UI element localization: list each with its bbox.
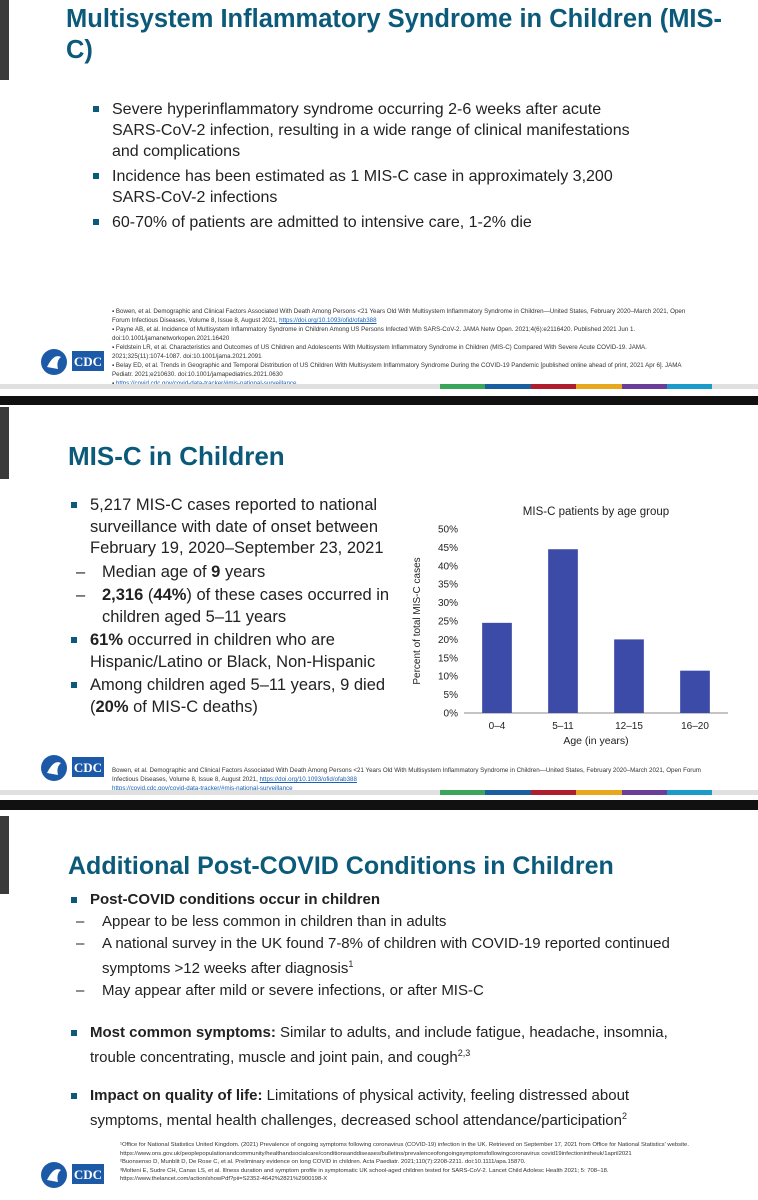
sub-bullet-item: Median age of 9 years bbox=[68, 562, 408, 584]
reference-item: ▪ Payne AB, et al. Incidence of Multisys… bbox=[112, 325, 636, 342]
reference-item: ▪ Feldstein LR, et al. Characteristics a… bbox=[112, 343, 647, 360]
references: Bowen, et al. Demographic and Clinical F… bbox=[112, 767, 702, 794]
bar-4 bbox=[680, 670, 710, 713]
reference-link[interactable]: https://doi.org/10.1093/ofid/ofab388 bbox=[259, 775, 357, 783]
y-tick-label: 35% bbox=[438, 580, 458, 591]
color-strip-segment bbox=[621, 384, 667, 389]
y-tick-label: 45% bbox=[438, 543, 458, 554]
slide-3: Additional Post-COVID Conditions in Chil… bbox=[0, 810, 758, 1200]
slide-accent-bar bbox=[0, 0, 9, 80]
color-strip-segment bbox=[712, 790, 758, 795]
sub-bullet-item: 2,316 (44%) of these cases occurred in c… bbox=[68, 585, 408, 628]
y-tick-label: 0% bbox=[444, 709, 459, 720]
bullet-item: 60-70% of patients are admitted to inten… bbox=[90, 212, 650, 233]
color-strip bbox=[0, 384, 758, 389]
bar-3 bbox=[614, 639, 644, 713]
y-tick-label: 5% bbox=[444, 690, 459, 701]
y-tick-label: 30% bbox=[438, 598, 458, 609]
color-strip-segment bbox=[666, 790, 713, 795]
reference-item: ²Buonsenso D, Munblit D, De Rose C, et a… bbox=[120, 1159, 526, 1166]
slide-2: MIS-C in Children 5,217 MIS-C cases repo… bbox=[0, 405, 758, 800]
color-strip-segment bbox=[530, 790, 577, 795]
bullet-item: Impact on quality of life: Limitations o… bbox=[68, 1086, 688, 1131]
references: ¹Office for National Statistics United K… bbox=[120, 1141, 710, 1184]
svg-text:CDC: CDC bbox=[74, 354, 102, 369]
bullet-item: Most common symptoms: Similar to adults,… bbox=[68, 1023, 688, 1068]
slide-title: Multisystem Inflammatory Syndrome in Chi… bbox=[66, 5, 723, 64]
x-tick-label: 16–20 bbox=[681, 721, 709, 732]
color-strip-segment bbox=[530, 384, 577, 389]
reference-item: ▪ Bowen, et al. Demographic and Clinical… bbox=[112, 308, 686, 324]
x-tick-label: 12–15 bbox=[615, 721, 643, 732]
y-tick-label: 25% bbox=[438, 617, 458, 628]
slide-title: MIS-C in Children bbox=[68, 441, 285, 471]
reference-link[interactable]: https://covid.cdc.gov/covid-data-tracker… bbox=[112, 784, 293, 792]
reference-item: ▪ https://covid.cdc.gov/covid-data-track… bbox=[112, 380, 702, 389]
bullet-item: Severe hyperinflammatory syndrome occurr… bbox=[90, 99, 650, 162]
color-strip-segment bbox=[576, 790, 622, 795]
sub-bullet-item: A national survey in the UK found 7-8% o… bbox=[68, 934, 688, 979]
color-strip-segment bbox=[0, 790, 440, 795]
y-tick-label: 10% bbox=[438, 672, 458, 683]
reference-item: Bowen, et al. Demographic and Clinical F… bbox=[112, 767, 701, 783]
color-strip-segment bbox=[712, 384, 758, 389]
bullet-item: 61% occurred in children who are Hispani… bbox=[68, 630, 408, 673]
cdc-logo: CDC bbox=[41, 349, 104, 375]
y-tick-label: 20% bbox=[438, 635, 458, 646]
references: ▪ Bowen, et al. Demographic and Clinical… bbox=[112, 308, 702, 389]
sub-bullet-item: Appear to be less common in children tha… bbox=[68, 912, 688, 932]
bar-2 bbox=[548, 549, 578, 713]
sub-bullet-item: May appear after mild or severe infectio… bbox=[68, 981, 688, 1001]
bullet-item: Among children aged 5–11 years, 9 died (… bbox=[68, 675, 408, 718]
bullet-item: 5,217 MIS-C cases reported to national s… bbox=[68, 495, 408, 560]
bullet-list: Severe hyperinflammatory syndrome occurr… bbox=[90, 99, 650, 233]
reference-item: ▪ Belay ED, et al. Trends in Geographic … bbox=[112, 361, 682, 378]
color-strip-segment bbox=[621, 790, 667, 795]
svg-text:CDC: CDC bbox=[74, 760, 102, 775]
bullet-item: Incidence has been estimated as 1 MIS-C … bbox=[90, 166, 650, 208]
chart-title: MIS-C patients by age group bbox=[523, 506, 669, 518]
slide-accent-bar bbox=[0, 407, 9, 479]
slide-title: Additional Post-COVID Conditions in Chil… bbox=[68, 852, 614, 880]
color-strip-segment bbox=[439, 384, 486, 389]
y-tick-label: 50% bbox=[438, 525, 458, 536]
cdc-logo: CDC bbox=[41, 755, 104, 781]
content-list: Post-COVID conditions occur in children … bbox=[68, 890, 688, 1131]
x-axis-label: Age (in years) bbox=[563, 735, 628, 747]
color-strip-segment bbox=[576, 384, 622, 389]
x-tick-label: 0–4 bbox=[489, 721, 506, 732]
color-strip-segment bbox=[439, 790, 486, 795]
svg-text:CDC: CDC bbox=[74, 1167, 102, 1182]
color-strip bbox=[0, 790, 758, 795]
cdc-logo: CDC bbox=[41, 1162, 104, 1188]
content-list: 5,217 MIS-C cases reported to national s… bbox=[68, 495, 408, 718]
color-strip-segment bbox=[485, 384, 531, 389]
slide-1: Multisystem Inflammatory Syndrome in Chi… bbox=[0, 0, 758, 396]
slide-accent-bar bbox=[0, 816, 9, 894]
reference-item: ¹Office for National Statistics United K… bbox=[120, 1142, 689, 1157]
reference-link[interactable]: https://doi.org/10.1093/ofid/ofab388 bbox=[279, 316, 377, 324]
y-tick-label: 40% bbox=[438, 561, 458, 572]
color-strip-segment bbox=[0, 384, 440, 389]
color-strip-segment bbox=[666, 384, 713, 389]
reference-item: https://covid.cdc.gov/covid-data-tracker… bbox=[112, 785, 702, 794]
color-strip-segment bbox=[485, 790, 531, 795]
reference-link[interactable]: https://covid.cdc.gov/covid-data-tracker… bbox=[116, 380, 297, 387]
bullet-item: Post-COVID conditions occur in children bbox=[68, 890, 688, 910]
y-axis-label: Percent of total MIS-C cases bbox=[412, 557, 423, 684]
age-group-bar-chart: MIS-C patients by age group 0% 5% 10% 15% 20%… bbox=[412, 506, 728, 747]
y-tick-label: 15% bbox=[438, 653, 458, 664]
reference-item: ³Molteni E, Sudre CH, Canas LS, et al. I… bbox=[120, 1167, 609, 1183]
bar-1 bbox=[482, 622, 512, 713]
x-tick-label: 5–11 bbox=[552, 721, 574, 732]
